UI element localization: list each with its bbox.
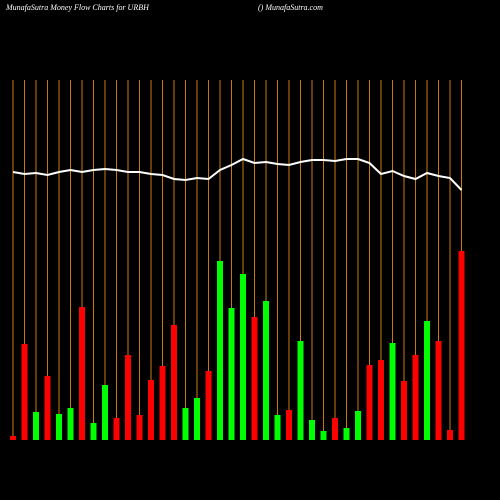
bar — [148, 380, 154, 440]
chart-subtitle: () MunafaSutra.com — [258, 3, 323, 12]
bar — [240, 274, 246, 440]
bar — [159, 366, 166, 440]
bar — [102, 385, 108, 440]
bar — [10, 436, 16, 440]
bar — [332, 418, 338, 440]
bar — [343, 428, 350, 440]
bar — [458, 251, 465, 440]
bar — [171, 325, 177, 440]
bar — [366, 365, 373, 440]
bar — [79, 307, 85, 440]
bar — [378, 360, 384, 440]
bar — [286, 410, 292, 440]
bar — [67, 408, 74, 440]
bar — [56, 414, 62, 440]
bar — [435, 341, 442, 440]
bar — [447, 430, 453, 440]
bar — [182, 408, 189, 440]
bar — [297, 341, 304, 440]
bar — [355, 411, 361, 440]
bar — [274, 415, 281, 440]
bar — [263, 301, 269, 440]
bar — [424, 321, 430, 440]
bar — [113, 418, 120, 440]
money-flow-line — [12, 157, 463, 191]
bar — [309, 420, 315, 440]
bar — [412, 355, 419, 440]
bar — [194, 398, 200, 440]
bar — [401, 381, 407, 440]
bar — [217, 261, 223, 440]
bar — [228, 308, 235, 440]
bar — [90, 423, 97, 440]
bar — [136, 415, 143, 440]
bar — [205, 371, 212, 440]
bar — [44, 376, 51, 440]
bar — [389, 343, 396, 440]
bar — [21, 344, 28, 440]
bar — [251, 317, 258, 440]
bar — [320, 431, 327, 440]
bar — [33, 412, 39, 440]
bar — [125, 355, 131, 440]
chart-title: MunafaSutra Money Flow Charts for URBH — [5, 3, 150, 12]
